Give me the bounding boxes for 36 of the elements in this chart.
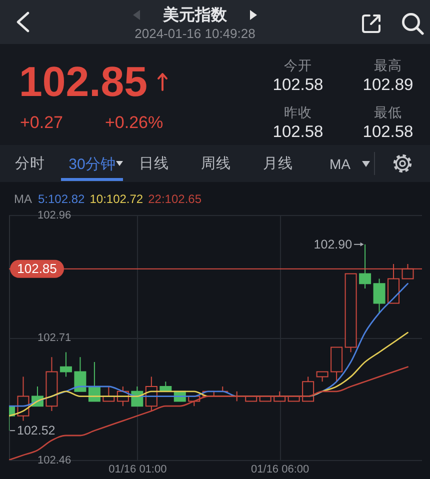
text: 102.85: [19, 58, 148, 105]
candlestick: [302, 376, 314, 402]
text: 昨收: [284, 105, 312, 120]
text: 最高: [374, 58, 402, 74]
candlestick: [74, 356, 86, 392]
text: 最低: [374, 105, 402, 120]
text: +0.26%: [105, 112, 164, 132]
x-tick-label: 01/16 06:00: [251, 464, 310, 476]
text: 周线: [201, 156, 231, 172]
text: 102.58: [362, 122, 414, 141]
text: 日线: [139, 156, 169, 172]
text: 102.89: [362, 76, 414, 94]
candlestick: [373, 278, 386, 314]
text: 10:102.72: [90, 192, 144, 206]
text: 22:102.65: [148, 192, 202, 206]
text: 今开: [284, 58, 312, 74]
candlestick: [316, 371, 328, 382]
x-tick-label: 01/16 01:00: [108, 464, 167, 476]
candlestick: [60, 352, 72, 378]
y-tick-label: 102.46: [38, 454, 72, 466]
text: 102.58: [272, 76, 324, 94]
annotation: 102.52: [17, 424, 56, 438]
text: MA: [330, 156, 350, 172]
text: 分时: [15, 156, 45, 172]
y-tick-label: 102.71: [38, 332, 72, 344]
text: 5:102.82: [38, 192, 85, 206]
chart-title: 美元指数: [163, 6, 227, 25]
annotation: 102.90: [314, 237, 352, 252]
ref-line-label: 102.85: [17, 260, 57, 276]
text: 102.58: [272, 122, 324, 141]
y-tick-label: 102.96: [38, 210, 72, 222]
text: +0.27: [20, 112, 64, 132]
legend-title: MA: [14, 192, 32, 206]
chart-subtitle: 2024-01-16 10:49:28: [134, 26, 256, 41]
text: 30分钟: [68, 156, 116, 172]
text: 月线: [263, 156, 293, 172]
